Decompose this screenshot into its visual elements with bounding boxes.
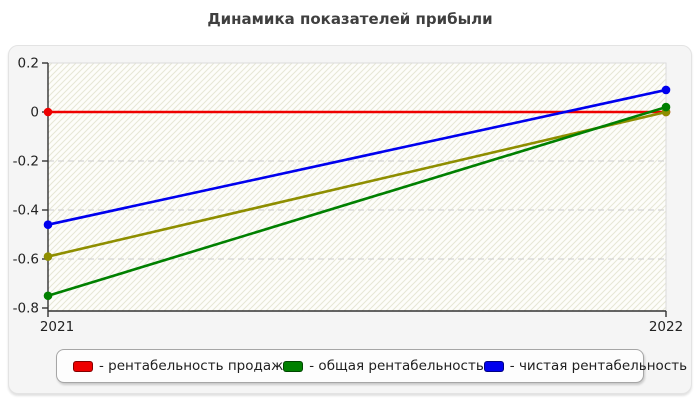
legend-label: - рентабельность продаж <box>99 358 284 374</box>
data-point-marker <box>43 291 53 301</box>
legend-label: - чистая рентабельность <box>509 358 688 374</box>
chart-legend: - рентабельность продаж - общая рентабел… <box>56 349 687 383</box>
y-tick-label: 0 <box>30 105 39 121</box>
legend-swatch-blue <box>483 360 504 372</box>
data-point-marker <box>43 252 53 261</box>
data-point-marker <box>43 107 53 117</box>
legend-item-total-profitability: - общая рентабельность <box>283 358 484 374</box>
data-point-marker <box>43 220 53 229</box>
y-tick-label: -0.8 <box>13 301 39 317</box>
x-tick-label: 2021 <box>40 319 74 335</box>
x-tick-label: 2022 <box>649 319 683 335</box>
y-tick-label: -0.6 <box>13 252 39 268</box>
series-line <box>47 110 667 258</box>
y-tick-label: -0.2 <box>13 154 39 170</box>
legend-swatch-red <box>73 360 93 372</box>
y-tick-label: 0.2 <box>18 56 39 72</box>
chart-title: Динамика показателей прибыли <box>207 10 493 28</box>
y-tick-label: -0.4 <box>13 203 39 219</box>
data-point-marker <box>661 85 671 95</box>
series-line <box>47 88 667 226</box>
legend-item-net-profitability: - чистая рентабельность <box>483 358 688 374</box>
chart-panel: 0.2 0 -0.2 -0.4 -0.6 -0.8 2021 2022 - рентабель… <box>8 45 692 394</box>
data-point-marker <box>661 102 671 112</box>
legend-swatch-green <box>283 360 304 372</box>
plot-area <box>47 62 667 312</box>
series-line <box>47 105 667 297</box>
legend-item-sales-profitability: - рентабельность продаж <box>73 358 283 374</box>
legend-label: - общая рентабельность <box>309 358 484 374</box>
